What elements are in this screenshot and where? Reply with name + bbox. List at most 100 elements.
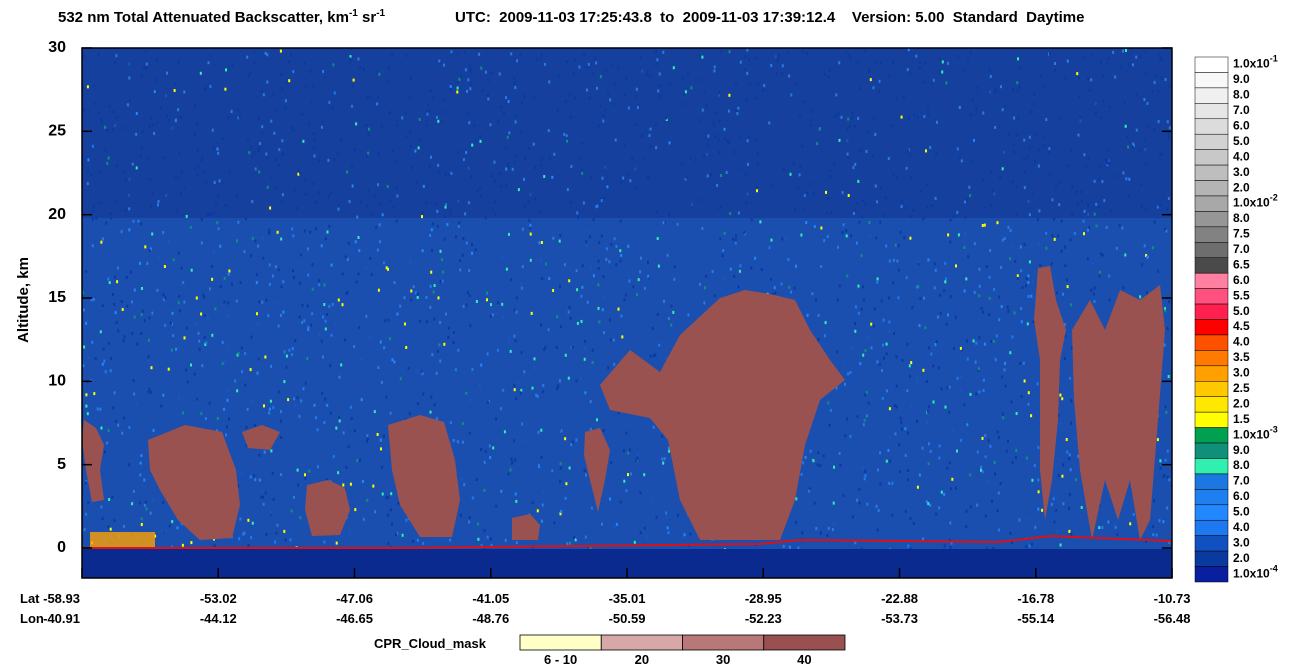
speckle <box>86 170 89 173</box>
speckle <box>744 172 747 176</box>
speckle <box>755 139 757 143</box>
speckle <box>774 55 777 59</box>
speckle <box>597 124 600 128</box>
chart-title: 532 nm Total Attenuated Backscatter, km-… <box>58 8 386 26</box>
speckle <box>682 77 685 81</box>
speckle <box>862 353 865 357</box>
speckle <box>407 366 410 370</box>
speckle <box>990 203 993 207</box>
speckle <box>505 167 508 171</box>
speckle <box>912 208 915 212</box>
speckle <box>540 259 543 263</box>
speckle <box>387 513 390 517</box>
speckle <box>944 261 947 265</box>
speckle <box>592 274 595 278</box>
speckle <box>1004 104 1007 108</box>
speckle <box>124 179 127 183</box>
speckle <box>846 139 849 143</box>
speckle <box>838 452 841 455</box>
speckle <box>862 199 864 203</box>
colorbar-swatch <box>1194 288 1229 305</box>
speckle <box>1161 58 1164 62</box>
speckle <box>146 156 149 160</box>
speckle <box>831 528 834 531</box>
speckle <box>885 342 888 346</box>
speckle <box>881 396 884 400</box>
speckle <box>997 436 1000 440</box>
colorbar-label: 1.0x10-4 <box>1233 564 1278 581</box>
speckle <box>389 110 392 114</box>
speckle <box>967 255 970 259</box>
colorbar-label: 7.0 <box>1233 242 1250 256</box>
speckle <box>647 274 650 278</box>
speckle <box>815 298 817 302</box>
speckle <box>943 289 946 293</box>
speckle <box>739 60 742 64</box>
speckle <box>667 446 670 450</box>
speckle <box>100 119 103 123</box>
speckle <box>930 204 933 207</box>
speckle <box>925 149 927 153</box>
speckle <box>140 74 143 78</box>
speckle <box>311 263 314 267</box>
title-exponent: -1 <box>349 8 358 19</box>
speckle <box>531 501 534 505</box>
speckle <box>973 290 976 294</box>
speckle <box>261 300 264 304</box>
speckle <box>800 472 803 476</box>
speckle <box>909 153 912 157</box>
speckle <box>666 253 669 257</box>
speckle <box>924 61 927 65</box>
speckle <box>916 485 919 489</box>
speckle <box>574 96 576 100</box>
speckle <box>737 211 740 215</box>
speckle <box>265 155 268 159</box>
speckle <box>234 379 237 383</box>
speckle <box>92 298 95 301</box>
speckle <box>227 272 230 276</box>
speckle <box>672 310 675 314</box>
speckle <box>879 220 882 224</box>
speckle <box>718 150 721 154</box>
speckle <box>511 167 514 171</box>
speckle <box>667 317 670 320</box>
speckle <box>667 531 670 535</box>
speckle <box>290 509 293 513</box>
speckle <box>885 459 888 463</box>
speckle <box>625 431 628 435</box>
speckle <box>885 244 888 248</box>
speckle <box>293 188 296 192</box>
speckle <box>223 276 226 280</box>
speckle <box>586 88 588 92</box>
speckle <box>89 173 92 176</box>
speckle <box>316 200 319 204</box>
speckle <box>585 240 588 244</box>
speckle <box>439 359 442 363</box>
speckle <box>177 251 180 255</box>
speckle <box>1093 286 1096 290</box>
speckle <box>565 99 567 103</box>
speckle <box>528 147 530 150</box>
speckle <box>1032 279 1035 283</box>
speckle <box>182 411 185 415</box>
speckle <box>609 98 612 102</box>
speckle <box>854 541 857 545</box>
speckle <box>168 239 171 243</box>
speckle <box>146 261 149 265</box>
speckle <box>436 209 439 213</box>
speckle <box>760 268 763 271</box>
speckle <box>128 228 131 232</box>
speckle <box>177 346 180 350</box>
speckle <box>892 258 895 262</box>
speckle <box>615 522 618 526</box>
speckle <box>629 448 631 452</box>
speckle <box>250 146 253 150</box>
speckle <box>957 233 960 237</box>
speckle <box>927 502 930 506</box>
speckle <box>711 120 714 124</box>
speckle <box>846 127 849 131</box>
plot-area <box>82 48 1172 578</box>
speckle <box>110 357 113 360</box>
speckle <box>711 270 714 273</box>
speckle <box>85 404 88 408</box>
